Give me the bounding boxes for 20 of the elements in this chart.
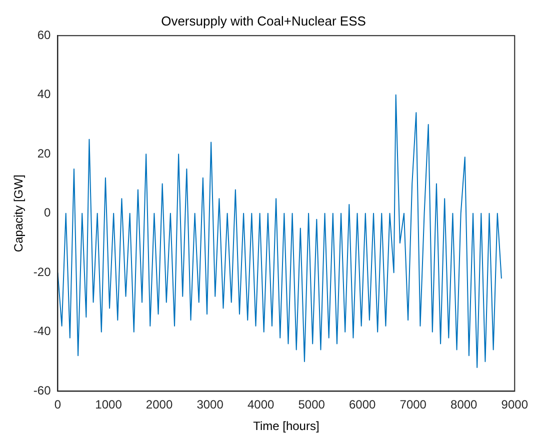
y-tick-label: -40 [33,324,52,338]
y-tick-label: 20 [37,146,52,160]
y-tick-label: -20 [33,264,52,279]
y-axis-title: Capacity [GW] [12,174,26,252]
x-tick-label: 7000 [400,398,427,412]
chart-title: Oversupply with Coal+Nuclear ESS [161,13,366,28]
y-tick-label: -60 [33,384,52,398]
x-tick-label: 9000 [501,398,528,412]
y-tick-label: 0 [44,206,52,220]
y-tick-label: 40 [37,87,52,102]
x-tick-label: 2000 [146,398,173,412]
x-tick-label: 8000 [450,398,478,412]
x-tick-label: 6000 [349,398,376,412]
x-axis-title: Time [hours] [253,419,320,434]
x-tick-label: 0 [54,398,62,412]
x-tick-label: 5000 [298,398,326,412]
x-tick-label: 3000 [196,398,224,412]
x-tick-label: 4000 [247,398,274,412]
x-tick-label: 1000 [95,398,122,412]
y-tick-label: 60 [37,28,52,42]
